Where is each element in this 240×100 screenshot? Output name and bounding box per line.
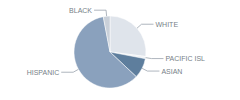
svg-text:PACIFIC ISL: PACIFIC ISL [165, 55, 205, 62]
svg-text:WHITE: WHITE [156, 21, 179, 28]
svg-text:HISPANIC: HISPANIC [27, 69, 60, 76]
svg-text:BLACK: BLACK [69, 7, 92, 14]
svg-text:ASIAN: ASIAN [161, 68, 182, 75]
